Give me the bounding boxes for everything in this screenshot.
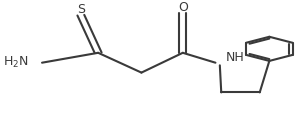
Text: S: S (77, 3, 85, 16)
Text: O: O (178, 1, 188, 15)
Text: NH: NH (226, 51, 245, 64)
Text: H$_2$N: H$_2$N (3, 55, 29, 70)
